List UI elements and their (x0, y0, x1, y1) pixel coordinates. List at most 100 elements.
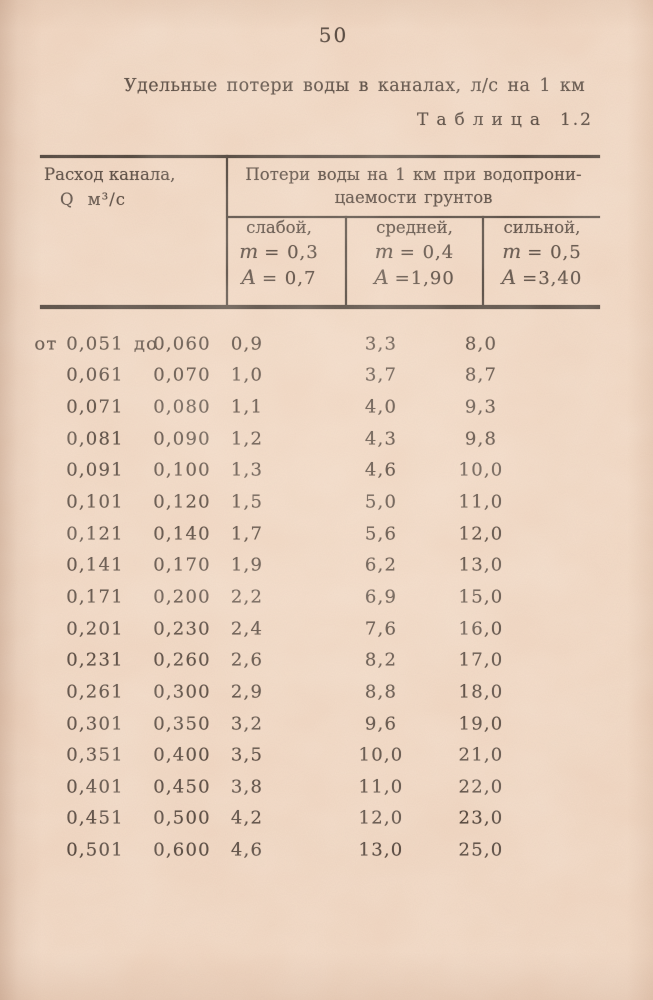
loss-medium-value: 4,0 (364, 396, 398, 418)
coefficient-a-value: =1,90 (394, 268, 455, 289)
range-from-value: 0,091 (66, 459, 124, 481)
table-header-bottom-border (40, 305, 600, 309)
loss-medium-value: 13,0 (358, 839, 404, 861)
loss-strong-value: 12,0 (458, 523, 504, 545)
range-from-value: 0,231 (66, 649, 124, 671)
loss-weak-value: 4,6 (230, 839, 264, 861)
losses-group-header: Потери воды на 1 км при водопрони- цаемо… (227, 164, 600, 209)
loss-weak-value: 3,8 (230, 776, 264, 798)
discharge-header-line2: Q м³/с (60, 190, 127, 209)
loss-weak-value: 1,1 (230, 396, 264, 418)
loss-medium-value: 6,2 (364, 554, 398, 576)
discharge-header-line1: Расход канала, (44, 165, 176, 184)
loss-strong-value: 9,8 (464, 428, 498, 450)
subcolumn-weak-a-line: A = 0,7 (227, 265, 331, 291)
subcolumn-strong-a-line: A =3,40 (484, 265, 600, 291)
range-from-value: 0,301 (66, 713, 124, 734)
range-from-value: 0,501 (66, 839, 124, 861)
losses-group-header-line1: Потери воды на 1 км при водопрони- (245, 165, 582, 184)
loss-weak-value: 2,9 (230, 681, 264, 703)
loss-strong-value: 8,7 (464, 364, 498, 386)
table-row: 0,081 0,090 1,2 4,3 9,8 (0, 423, 653, 455)
range-to-value: 0,450 (153, 776, 211, 798)
table-row: 0,261 0,300 2,9 8,8 18,0 (0, 676, 653, 708)
subcolumn-weak-header: слабой, m = 0,3 A = 0,7 (227, 217, 345, 291)
table-row: 0,101 0,120 1,5 5,0 11,0 (0, 486, 653, 518)
range-from-value: 0,351 (66, 744, 124, 766)
range-from-value: 0,071 (66, 396, 124, 418)
loss-medium-value: 8,8 (364, 681, 398, 703)
loss-weak-value: 2,6 (230, 649, 264, 671)
table-header: Расход канала, Q м³/с Потери воды на 1 к… (40, 155, 600, 309)
range-from-value: 0,171 (66, 586, 124, 608)
subcolumn-medium-m-line: m = 0,4 (347, 239, 482, 265)
loss-strong-value: 19,0 (458, 713, 504, 734)
table-body: от 0,051 до 0,060 0,9 3,3 8,0 0,061 0,07… (0, 328, 653, 866)
table-row: 0,451 0,500 4,2 12,0 23,0 (0, 803, 653, 835)
range-to-value: 0,070 (153, 364, 211, 386)
coefficient-m-symbol: m (374, 239, 395, 263)
range-from-value: 0,201 (66, 618, 124, 640)
subcolumn-medium-label: средней, (376, 218, 453, 237)
range-from-value: 0,101 (66, 491, 124, 513)
table-caption: Таблица 1.2 (417, 110, 593, 130)
loss-weak-value: 2,4 (230, 618, 264, 640)
loss-medium-value: 12,0 (358, 807, 404, 829)
loss-strong-value: 15,0 (458, 586, 504, 608)
loss-medium-value: 10,0 (358, 744, 404, 766)
loss-medium-value: 4,3 (364, 428, 398, 450)
table-row: 0,121 0,140 1,7 5,6 12,0 (0, 518, 653, 550)
loss-weak-value: 1,9 (230, 554, 264, 576)
subcolumn-strong-header: сильной, m = 0,5 A =3,40 (484, 217, 600, 291)
loss-strong-value: 13,0 (458, 554, 504, 576)
range-from-value: 0,081 (66, 428, 124, 450)
table-row: 0,501 0,600 4,6 13,0 25,0 (0, 834, 653, 866)
loss-weak-value: 1,2 (230, 428, 264, 450)
loss-medium-value: 3,3 (364, 333, 398, 355)
range-to-value: 0,170 (153, 554, 211, 576)
loss-strong-value: 22,0 (458, 776, 504, 798)
table-border-top (40, 155, 600, 158)
subcolumn-weak-m-line: m = 0,3 (227, 239, 331, 265)
coefficient-a-symbol: A (241, 265, 257, 289)
coefficient-a-value: =3,40 (522, 268, 583, 289)
losses-group-header-line2: цаемости грунтов (334, 187, 493, 207)
coefficient-a-symbol: A (501, 265, 518, 289)
range-to-value: 0,300 (153, 681, 211, 703)
subcolumn-strong-label: сильной, (503, 218, 581, 237)
loss-strong-value: 18,0 (458, 681, 504, 703)
range-from-value: 0,401 (66, 776, 124, 798)
table-row: 0,141 0,170 1,9 6,2 13,0 (0, 549, 653, 581)
coefficient-m-value: = 0,5 (527, 242, 582, 263)
range-from-value: 0,121 (66, 523, 124, 545)
loss-strong-value: 11,0 (458, 491, 504, 513)
range-to-value: 0,090 (153, 428, 211, 450)
loss-weak-value: 2,2 (230, 586, 264, 608)
loss-strong-value: 25,0 (458, 839, 504, 861)
loss-strong-value: 10,0 (458, 459, 504, 481)
loss-weak-value: 1,5 (230, 491, 264, 513)
table-row: 0,061 0,070 1,0 3,7 8,7 (0, 360, 653, 392)
subcolumn-weak-label: слабой, (246, 218, 312, 237)
loss-weak-value: 1,0 (230, 364, 264, 386)
loss-medium-value: 9,6 (364, 713, 398, 734)
range-to-value: 0,060 (153, 333, 211, 355)
coefficient-m-symbol: m (239, 239, 260, 263)
subcolumn-medium-header: средней, m = 0,4 A =1,90 (347, 217, 482, 291)
loss-medium-value: 5,0 (364, 491, 398, 513)
loss-weak-value: 1,7 (230, 523, 264, 545)
range-to-value: 0,350 (153, 713, 211, 734)
range-from-prefix: от (34, 333, 58, 355)
range-to-value: 0,260 (153, 649, 211, 671)
loss-strong-value: 21,0 (458, 744, 504, 766)
table-row: 0,091 0,100 1,3 4,6 10,0 (0, 455, 653, 487)
table-row: 0,301 0,350 3,2 9,6 19,0 (0, 708, 653, 740)
coefficient-a-symbol: A (374, 265, 390, 289)
loss-medium-value: 5,6 (364, 523, 398, 545)
table-row: 0,351 0,400 3,5 10,0 21,0 (0, 739, 653, 771)
coefficient-m-symbol: m (502, 239, 523, 263)
loss-medium-value: 6,9 (364, 586, 398, 608)
range-from-value: 0,451 (66, 807, 124, 829)
range-from-value: 0,051 (66, 333, 124, 355)
loss-medium-value: 11,0 (358, 776, 404, 798)
